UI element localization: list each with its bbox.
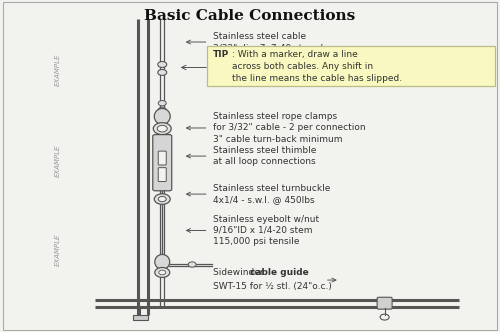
Text: EXAMPLE: EXAMPLE — [55, 234, 61, 267]
Text: : With a marker, draw a line
across both cables. Any shift in
the line means the: : With a marker, draw a line across both… — [232, 50, 402, 83]
Circle shape — [158, 69, 166, 75]
Text: Stainless steel turnbuckle
4x1/4 - s.w.l. @ 450lbs: Stainless steel turnbuckle 4x1/4 - s.w.l… — [212, 184, 330, 204]
Circle shape — [154, 123, 171, 134]
FancyBboxPatch shape — [153, 134, 172, 191]
FancyBboxPatch shape — [133, 315, 148, 320]
Text: Sidewinder: Sidewinder — [212, 268, 266, 277]
Text: Stainless steel rope clamps
for 3/32" cable - 2 per connection
3" cable turn-bac: Stainless steel rope clamps for 3/32" ca… — [212, 112, 365, 144]
Text: EXAMPLE: EXAMPLE — [55, 54, 61, 86]
FancyBboxPatch shape — [158, 168, 166, 182]
FancyBboxPatch shape — [158, 151, 166, 165]
Circle shape — [158, 61, 166, 67]
Ellipse shape — [154, 109, 170, 124]
Circle shape — [159, 270, 166, 275]
Circle shape — [188, 262, 196, 267]
Ellipse shape — [155, 254, 170, 269]
Text: SWT-15 for ½ stl. (24"o.c.): SWT-15 for ½ stl. (24"o.c.) — [212, 282, 332, 291]
Text: Basic Cable Connections: Basic Cable Connections — [144, 9, 356, 23]
Circle shape — [158, 107, 166, 113]
Text: EXAMPLE: EXAMPLE — [55, 145, 61, 177]
Text: TIP: TIP — [213, 50, 230, 59]
Circle shape — [154, 194, 170, 205]
Circle shape — [158, 101, 166, 106]
Text: Stainless eyebolt w/nut
9/16"ID x 1/4-20 stem
115,000 psi tensile: Stainless eyebolt w/nut 9/16"ID x 1/4-20… — [212, 214, 318, 246]
Text: Stainless steel thimble
at all loop connections: Stainless steel thimble at all loop conn… — [212, 146, 316, 166]
Circle shape — [158, 197, 166, 202]
FancyBboxPatch shape — [207, 46, 496, 86]
FancyBboxPatch shape — [377, 297, 392, 309]
Text: Stainless steel cable
3/32" dia. 7x7-49 strand: Stainless steel cable 3/32" dia. 7x7-49 … — [212, 32, 322, 52]
Circle shape — [155, 268, 170, 278]
Circle shape — [158, 125, 167, 132]
Text: cable guide: cable guide — [250, 268, 309, 277]
